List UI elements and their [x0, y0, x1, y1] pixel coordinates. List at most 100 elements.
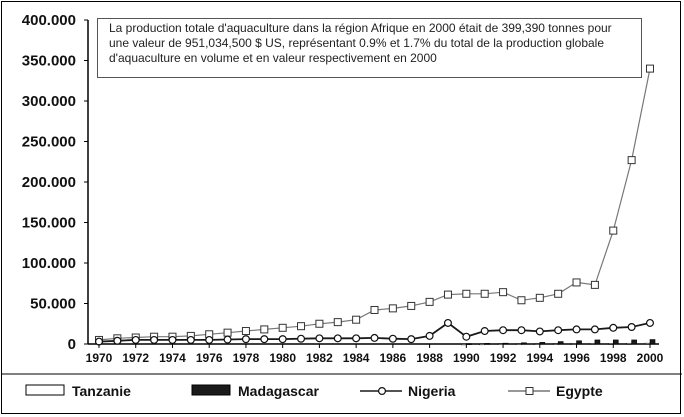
bar	[497, 343, 504, 345]
data-point	[352, 334, 361, 343]
x-tick-label: 1988	[416, 351, 443, 365]
data-point	[241, 327, 250, 336]
legend-label: Egypte	[556, 383, 603, 399]
bar	[502, 342, 509, 345]
data-point	[150, 335, 159, 344]
bar	[576, 340, 582, 345]
data-point	[443, 318, 452, 327]
data-point	[535, 327, 544, 336]
data-point	[425, 297, 434, 306]
data-point	[535, 293, 544, 302]
annotation-text: La production totale d'aquaculture dans …	[109, 21, 612, 65]
y-tick-label: 300.000	[22, 93, 76, 110]
data-point	[443, 290, 452, 299]
data-point	[462, 332, 471, 341]
x-tick-label: 1998	[600, 351, 627, 365]
data-point	[480, 289, 489, 298]
data-point	[113, 336, 122, 345]
x-tick-label: 2000	[637, 351, 664, 365]
data-point	[554, 289, 563, 298]
data-point	[499, 326, 508, 335]
data-point	[590, 325, 599, 334]
bar	[534, 343, 541, 345]
data-point	[297, 322, 306, 331]
data-point	[333, 334, 342, 343]
x-tick-label: 1972	[122, 351, 149, 365]
data-point	[223, 328, 232, 337]
bar	[461, 343, 467, 346]
data-point	[388, 334, 397, 343]
data-point	[370, 333, 379, 342]
data-point	[168, 335, 177, 344]
bar	[626, 342, 632, 345]
data-point	[646, 64, 654, 73]
y-tick-label: 350.000	[22, 53, 76, 70]
data-point	[186, 335, 195, 344]
bar	[539, 342, 546, 345]
bar	[571, 343, 577, 345]
legend-label: Nigeria	[408, 383, 456, 399]
data-point	[315, 319, 324, 328]
data-point	[590, 280, 599, 289]
tick-layer: 0 50.000 100.000 150.000 200.000 250.000 300.0…	[22, 12, 664, 365]
bar	[594, 339, 601, 345]
bar	[612, 339, 619, 345]
legend-label: Madagascar	[238, 383, 319, 399]
data-point	[572, 325, 581, 334]
bar	[631, 339, 637, 345]
y-tick-label: 400.000	[22, 12, 76, 29]
x-tick-label: 1986	[380, 351, 407, 365]
bar	[479, 343, 486, 346]
data-point	[627, 322, 636, 331]
bar	[607, 343, 614, 345]
x-tick-label: 1984	[343, 351, 370, 365]
data-point	[609, 226, 618, 235]
data-point	[517, 296, 526, 305]
data-point	[94, 337, 103, 346]
data-point	[315, 334, 324, 343]
legend: Tanzanie Madagascar Nigeria Egypte	[2, 373, 682, 399]
data-point	[260, 325, 269, 334]
x-tick-label: 1982	[306, 351, 333, 365]
data-point	[241, 335, 250, 344]
data-point	[260, 335, 269, 344]
x-tick-label: 1970	[86, 351, 113, 365]
legend-swatch	[25, 384, 65, 396]
data-point	[205, 335, 214, 344]
bar	[466, 343, 472, 345]
data-point	[425, 331, 434, 340]
data-point	[388, 304, 397, 313]
bar	[516, 343, 522, 345]
legend-marker	[378, 387, 387, 396]
data-point	[131, 335, 140, 344]
x-tick-label: 1974	[159, 351, 186, 365]
y-tick-label: 250.000	[22, 134, 76, 151]
bar	[644, 342, 651, 345]
line-layer	[94, 64, 654, 346]
data-point	[333, 318, 342, 327]
y-tick-label: 150.000	[22, 215, 76, 232]
bar	[649, 339, 656, 345]
data-point	[370, 305, 379, 314]
data-point	[499, 288, 508, 297]
data-point	[480, 327, 489, 336]
x-tick-label: 1978	[233, 351, 260, 365]
data-point	[609, 323, 618, 332]
x-tick-label: 1994	[526, 351, 553, 365]
data-point	[297, 334, 306, 343]
data-point	[352, 315, 361, 324]
bar	[484, 343, 491, 345]
x-tick-label: 1990	[453, 351, 480, 365]
x-tick-label: 1976	[196, 351, 223, 365]
x-tick-label: 1980	[269, 351, 296, 365]
data-point	[462, 289, 471, 298]
x-tick-label: 1996	[563, 351, 590, 365]
bar	[552, 343, 559, 345]
data-point	[517, 326, 526, 335]
data-point	[278, 323, 287, 332]
data-point	[278, 335, 287, 344]
y-tick-label: 0	[68, 336, 76, 353]
data-point	[407, 301, 416, 310]
series-line	[98, 68, 651, 341]
